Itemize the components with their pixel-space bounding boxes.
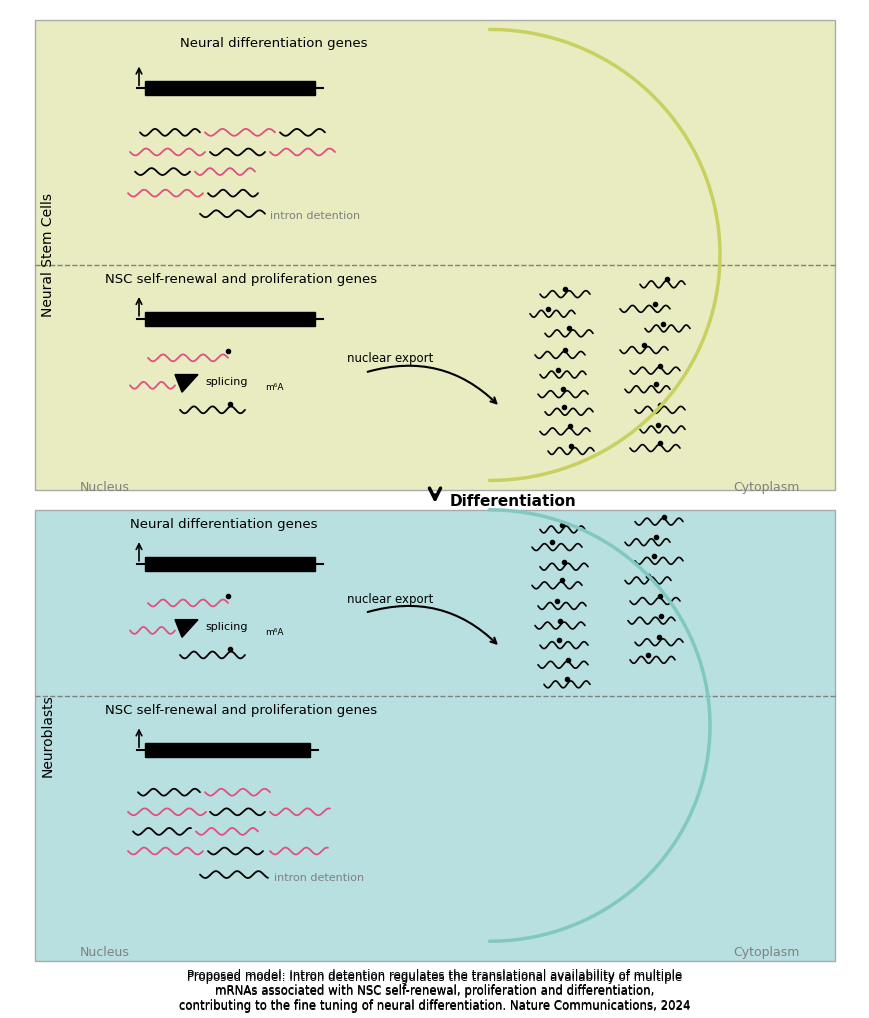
Text: splicing: splicing (205, 378, 247, 388)
FancyBboxPatch shape (145, 557, 315, 571)
Text: Neuroblasts: Neuroblasts (41, 694, 55, 777)
FancyBboxPatch shape (145, 743, 309, 757)
Text: nuclear export: nuclear export (347, 592, 433, 606)
FancyBboxPatch shape (35, 510, 834, 961)
Text: m⁶A: m⁶A (265, 383, 283, 392)
Text: Cytoplasm: Cytoplasm (733, 480, 799, 494)
Text: m⁶A: m⁶A (265, 628, 283, 637)
Text: Nucleus: Nucleus (80, 480, 129, 494)
FancyBboxPatch shape (145, 312, 315, 326)
FancyBboxPatch shape (145, 81, 315, 95)
Text: NSC self-renewal and proliferation genes: NSC self-renewal and proliferation genes (105, 704, 376, 717)
Polygon shape (175, 620, 198, 637)
Text: Nucleus: Nucleus (80, 947, 129, 960)
Text: intron detention: intron detention (269, 211, 360, 221)
Text: intron detention: intron detention (274, 872, 364, 883)
Text: Neural Stem Cells: Neural Stem Cells (41, 193, 55, 317)
Text: Neural differentiation genes: Neural differentiation genes (180, 38, 367, 50)
Text: Proposed model: Intron detention regulates the translational availability of mul: Proposed model: Intron detention regulat… (187, 970, 682, 983)
Text: NSC self-renewal and proliferation genes: NSC self-renewal and proliferation genes (105, 273, 376, 286)
Polygon shape (175, 375, 198, 392)
Text: Differentiation: Differentiation (449, 495, 576, 509)
Text: Cytoplasm: Cytoplasm (733, 947, 799, 960)
FancyBboxPatch shape (35, 19, 834, 491)
Text: Neural differentiation genes: Neural differentiation genes (129, 518, 317, 530)
Text: contributing to the fine tuning of neural differentiation. Nature Communications: contributing to the fine tuning of neura… (179, 1000, 690, 1013)
Text: mRNAs associated with NSC self-renewal, proliferation and differentiation,: mRNAs associated with NSC self-renewal, … (215, 985, 654, 999)
Text: nuclear export: nuclear export (347, 352, 433, 364)
Text: Proposed model: Intron detention regulates the translational availability of mul: Proposed model: Intron detention regulat… (179, 969, 690, 1012)
Text: splicing: splicing (205, 622, 247, 632)
